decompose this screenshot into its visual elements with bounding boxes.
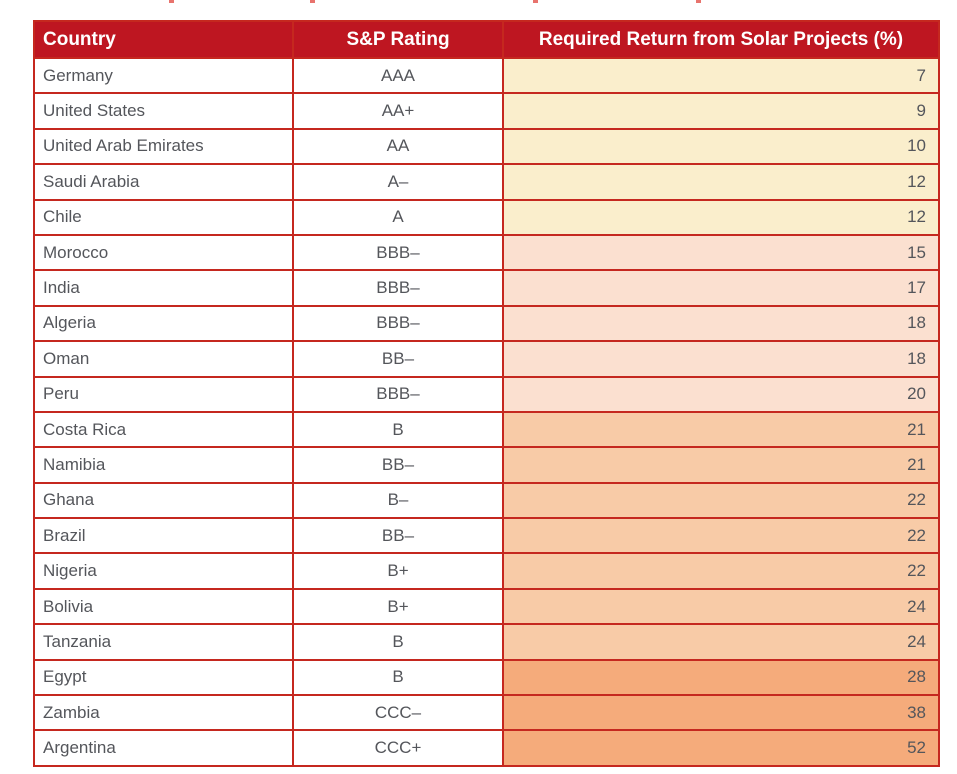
return-value-cell: 15 xyxy=(502,233,940,272)
return-value-cell: 18 xyxy=(502,340,940,378)
rating-cell: CCC+ xyxy=(292,729,504,767)
return-value-cell: 22 xyxy=(502,517,940,555)
return-value-cell: 52 xyxy=(502,729,940,767)
return-value-cell: 24 xyxy=(502,623,940,661)
rating-cell: BB– xyxy=(292,340,504,378)
country-cell: United States xyxy=(33,92,294,130)
country-cell: Peru xyxy=(33,375,294,413)
country-cell: Chile xyxy=(33,198,294,236)
country-cell: Algeria xyxy=(33,304,294,343)
rating-cell: BBB– xyxy=(292,269,504,307)
cropped-text-fragment xyxy=(310,0,315,3)
country-cell: Ghana xyxy=(33,481,294,520)
country-cell: Zambia xyxy=(33,694,294,732)
return-value-cell: 24 xyxy=(502,587,940,626)
table-row: Egypt B 28 xyxy=(33,658,940,697)
rating-cell: B xyxy=(292,658,504,697)
return-value-cell: 17 xyxy=(502,269,940,307)
table-row: Morocco BBB– 15 xyxy=(33,233,940,272)
table-row: Brazil BB– 22 xyxy=(33,517,940,555)
cropped-text-fragment xyxy=(696,0,701,3)
country-cell: United Arab Emirates xyxy=(33,127,294,166)
country-cell: Nigeria xyxy=(33,552,294,590)
rating-cell: BB– xyxy=(292,446,504,484)
rating-cell: B+ xyxy=(292,587,504,626)
table-body: Germany AAA 7 United States AA+ 9 United… xyxy=(33,56,940,767)
country-cell: Namibia xyxy=(33,446,294,484)
rating-cell: BB– xyxy=(292,517,504,555)
return-value-cell: 28 xyxy=(502,658,940,697)
rating-cell: BBB– xyxy=(292,375,504,413)
table-row: Chile A 12 xyxy=(33,198,940,236)
rating-cell: AA+ xyxy=(292,92,504,130)
rating-cell: AAA xyxy=(292,56,504,95)
table-row: Zambia CCC– 38 xyxy=(33,694,940,732)
table-row: Namibia BB– 21 xyxy=(33,446,940,484)
table-row: Ghana B– 22 xyxy=(33,481,940,520)
country-cell: Costa Rica xyxy=(33,410,294,449)
table-row: Argentina CCC+ 52 xyxy=(33,729,940,767)
return-value-cell: 22 xyxy=(502,481,940,520)
country-cell: Saudi Arabia xyxy=(33,163,294,201)
table-row: Peru BBB– 20 xyxy=(33,375,940,413)
country-cell: Bolivia xyxy=(33,587,294,626)
country-cell: Oman xyxy=(33,340,294,378)
rating-cell: B xyxy=(292,410,504,449)
table-row: Germany AAA 7 xyxy=(33,56,940,95)
rating-cell: B+ xyxy=(292,552,504,590)
table-header: Country S&P Rating Required Return from … xyxy=(33,20,940,59)
table-row: India BBB– 17 xyxy=(33,269,940,307)
rating-cell: BBB– xyxy=(292,233,504,272)
return-value-cell: 9 xyxy=(502,92,940,130)
cropped-caption-fragments xyxy=(0,0,957,5)
country-solar-return-table: Country S&P Rating Required Return from … xyxy=(33,20,940,767)
table-row: Costa Rica B 21 xyxy=(33,410,940,449)
return-value-cell: 21 xyxy=(502,410,940,449)
rating-cell: A– xyxy=(292,163,504,201)
return-value-cell: 20 xyxy=(502,375,940,413)
table-row: Oman BB– 18 xyxy=(33,340,940,378)
table-container: Country S&P Rating Required Return from … xyxy=(33,20,940,767)
country-cell: Argentina xyxy=(33,729,294,767)
rating-cell: BBB– xyxy=(292,304,504,343)
country-cell: Germany xyxy=(33,56,294,95)
return-value-cell: 18 xyxy=(502,304,940,343)
return-value-cell: 12 xyxy=(502,198,940,236)
rating-cell: B xyxy=(292,623,504,661)
return-value-cell: 21 xyxy=(502,446,940,484)
table-row: United States AA+ 9 xyxy=(33,92,940,130)
table-row: Nigeria B+ 22 xyxy=(33,552,940,590)
table-row: Algeria BBB– 18 xyxy=(33,304,940,343)
rating-cell: B– xyxy=(292,481,504,520)
rating-cell: A xyxy=(292,198,504,236)
table-row: Saudi Arabia A– 12 xyxy=(33,163,940,201)
header-sp-rating: S&P Rating xyxy=(292,20,504,59)
country-cell: Egypt xyxy=(33,658,294,697)
return-value-cell: 7 xyxy=(502,56,940,95)
return-value-cell: 10 xyxy=(502,127,940,166)
country-cell: Tanzania xyxy=(33,623,294,661)
header-required-return: Required Return from Solar Projects (%) xyxy=(502,20,940,59)
table-row: United Arab Emirates AA 10 xyxy=(33,127,940,166)
country-cell: India xyxy=(33,269,294,307)
country-cell: Morocco xyxy=(33,233,294,272)
country-cell: Brazil xyxy=(33,517,294,555)
rating-cell: AA xyxy=(292,127,504,166)
rating-cell: CCC– xyxy=(292,694,504,732)
return-value-cell: 12 xyxy=(502,163,940,201)
return-value-cell: 22 xyxy=(502,552,940,590)
cropped-text-fragment xyxy=(169,0,174,3)
header-country: Country xyxy=(33,20,294,59)
table-row: Bolivia B+ 24 xyxy=(33,587,940,626)
table-row: Tanzania B 24 xyxy=(33,623,940,661)
header-row: Country S&P Rating Required Return from … xyxy=(33,20,940,59)
cropped-text-fragment xyxy=(533,0,538,3)
return-value-cell: 38 xyxy=(502,694,940,732)
